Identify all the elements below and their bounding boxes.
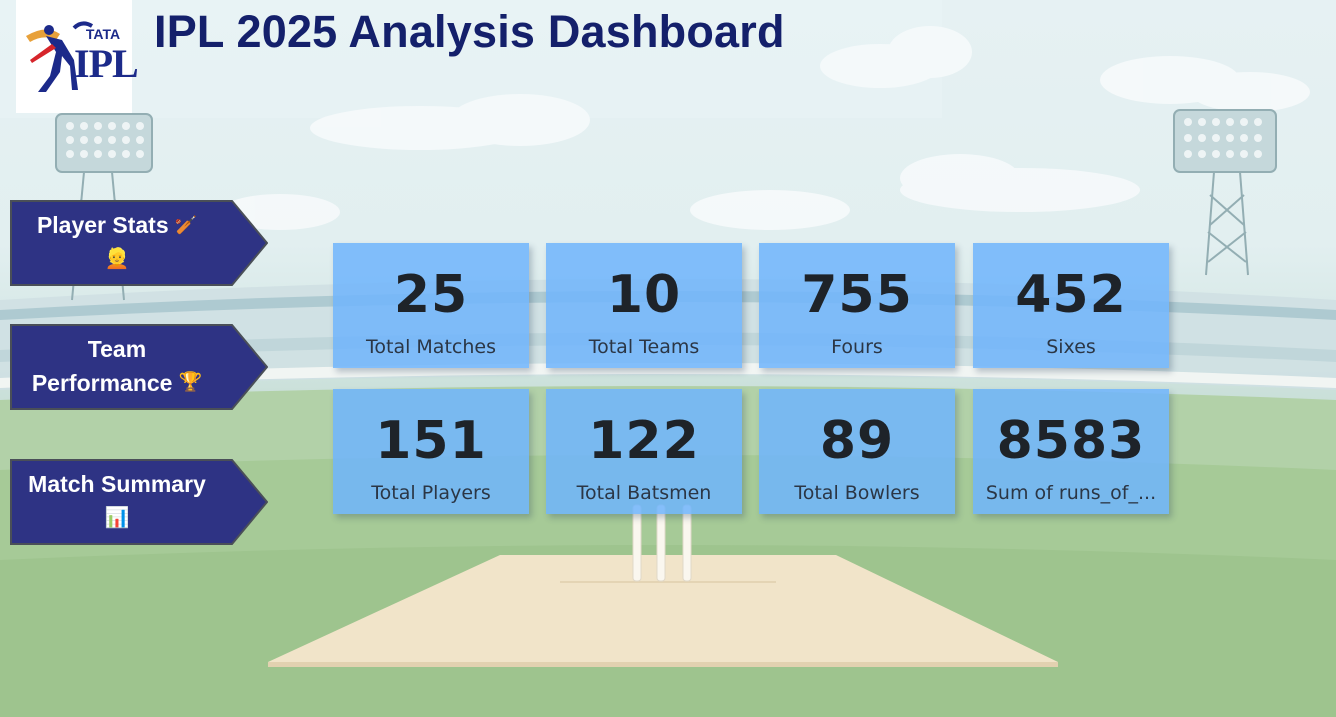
nav-arrow-shape	[10, 459, 268, 545]
kpi-card-sixes[interactable]: 452 Sixes	[973, 243, 1169, 368]
nav-match-summary-button[interactable]: Match Summary 📊	[10, 459, 268, 545]
nav-team-text-line1: Team	[87, 336, 147, 362]
ipl-batsman-icon	[26, 21, 94, 92]
logo-tata-text: TATA	[85, 26, 121, 42]
kpi-card-total-matches[interactable]: 25 Total Matches	[333, 243, 529, 368]
kpi-label: Total Bowlers	[794, 482, 920, 504]
nav-team-performance-label: Team Performance 🏆	[10, 324, 224, 408]
kpi-value: 122	[588, 411, 700, 471]
kpi-card-total-bowlers[interactable]: 89 Total Bowlers	[759, 389, 955, 514]
nav-arrow-shape	[10, 200, 268, 286]
kpi-value: 755	[801, 265, 913, 325]
kpi-label: Sixes	[1046, 336, 1096, 358]
kpi-label: Sum of runs_of_...	[985, 482, 1157, 504]
logo-ipl-text: IPL	[74, 41, 139, 86]
kpi-label: Total Players	[371, 482, 491, 504]
ipl-logo: TATA IPL	[16, 0, 139, 113]
nav-team-performance-button[interactable]: Team Performance 🏆	[10, 324, 268, 410]
nav-player-stats-text: Player Stats	[36, 212, 169, 238]
trophy-icon: 🏆	[178, 372, 203, 393]
kpi-value: 8583	[996, 411, 1146, 471]
kpi-value: 151	[375, 411, 487, 471]
nav-arrow-shape	[10, 324, 268, 410]
nav-match-summary-label: Match Summary 📊	[10, 459, 224, 543]
kpi-label: Total Matches	[366, 336, 496, 358]
kpi-value: 89	[819, 411, 895, 471]
kpi-label: Total Teams	[588, 336, 700, 358]
page-title: IPL 2025 Analysis Dashboard	[154, 6, 785, 57]
kpi-label: Total Batsmen	[576, 482, 712, 504]
player-face-icon: 👱	[104, 248, 130, 270]
kpi-value: 10	[606, 265, 682, 325]
nav-player-stats-label: Player Stats 🏏 👱	[10, 200, 224, 284]
kpi-card-sum-of-runs[interactable]: 8583 Sum of runs_of_...	[973, 389, 1169, 514]
cricket-bat-icon: 🏏	[174, 215, 198, 235]
bar-chart-icon: 📊	[104, 507, 130, 529]
kpi-card-fours[interactable]: 755 Fours	[759, 243, 955, 368]
kpi-card-total-batsmen[interactable]: 122 Total Batsmen	[546, 389, 742, 514]
nav-player-stats-button[interactable]: Player Stats 🏏 👱	[10, 200, 268, 286]
kpi-value: 25	[393, 265, 469, 325]
nav-match-summary-text: Match Summary	[28, 471, 206, 497]
kpi-value: 452	[1015, 265, 1127, 325]
nav-team-text-line2: Performance	[31, 370, 173, 396]
kpi-card-total-players[interactable]: 151 Total Players	[333, 389, 529, 514]
kpi-card-total-teams[interactable]: 10 Total Teams	[546, 243, 742, 368]
kpi-label: Fours	[831, 336, 883, 358]
